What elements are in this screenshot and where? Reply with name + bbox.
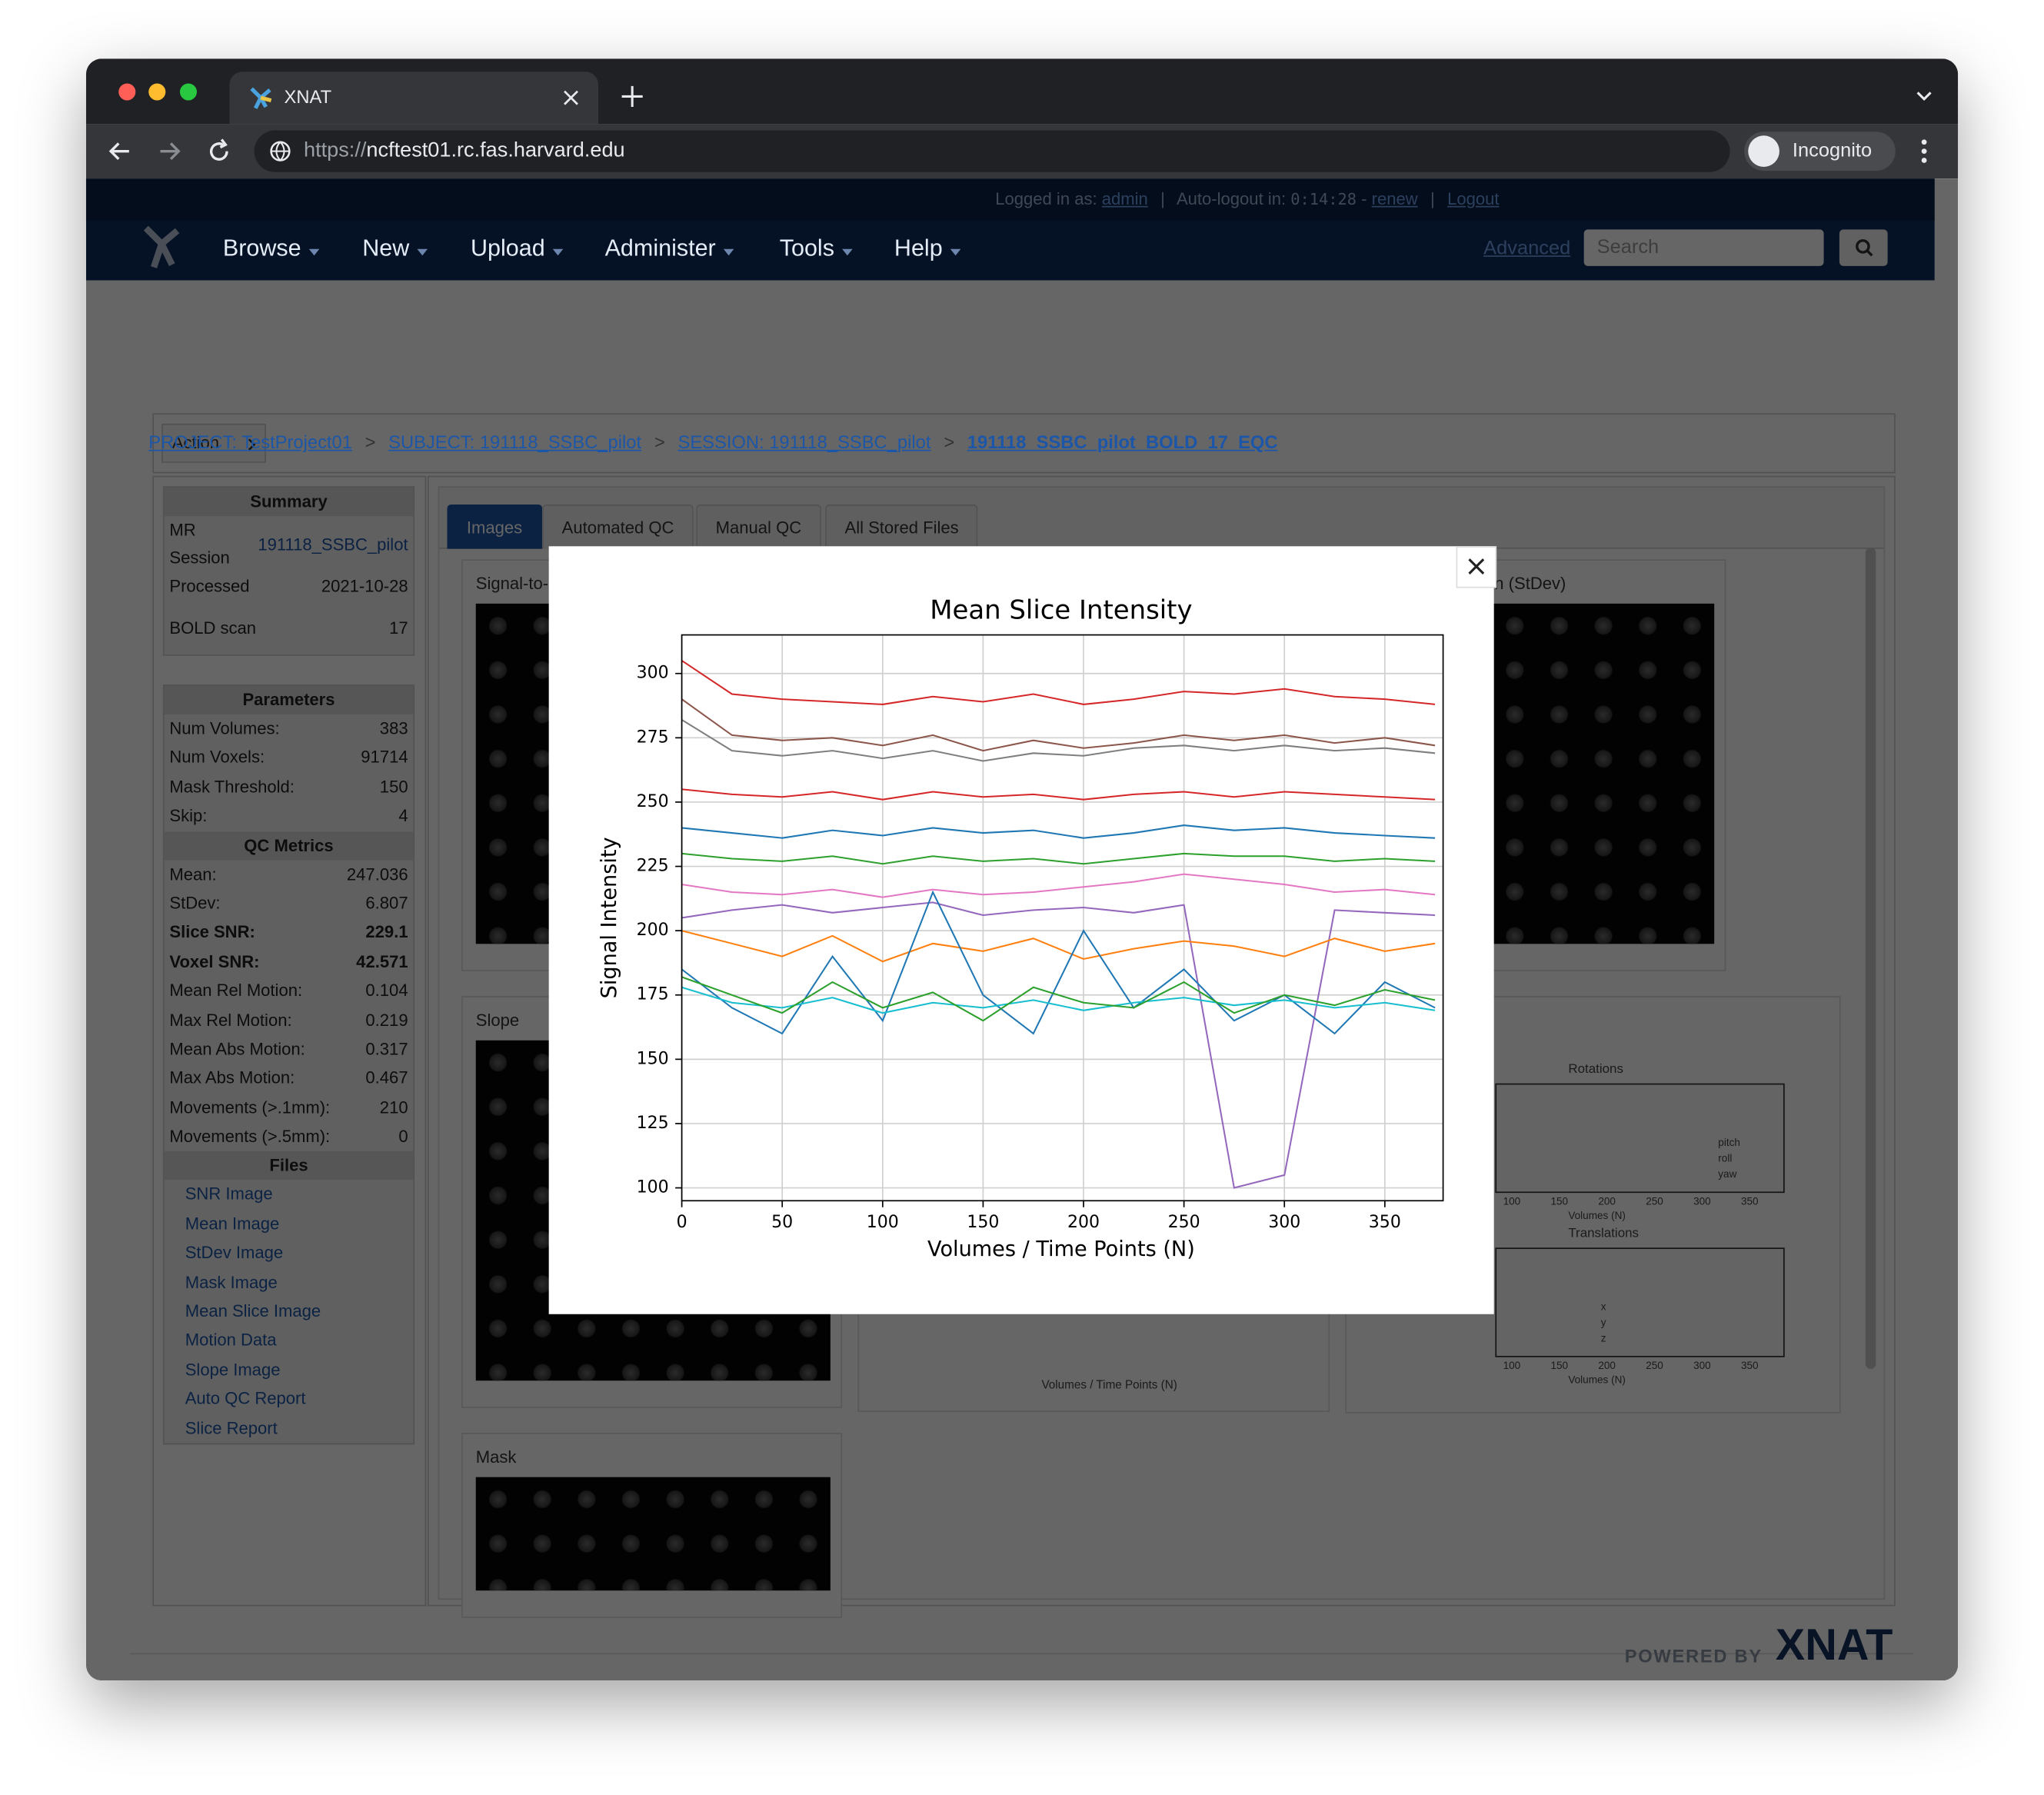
y-tick-label: 225	[637, 857, 669, 876]
active-tab[interactable]: XNAT	[229, 72, 599, 125]
modal-close[interactable]	[1456, 546, 1497, 588]
url-host: ncftest01.rc.fas.harvard.edu	[366, 139, 625, 162]
profile-label: Incognito	[1792, 139, 1873, 162]
y-tick-label: 150	[637, 1049, 669, 1068]
tab-title: XNAT	[284, 85, 332, 108]
favicon	[250, 87, 272, 109]
url: https://ncftest01.rc.fas.harvard.edu	[304, 139, 625, 163]
close-icon	[1468, 558, 1485, 574]
nav-caret	[417, 248, 428, 256]
series-line	[681, 890, 1436, 1035]
plot-frame	[681, 634, 1444, 1202]
breadcrumb-separator: >	[654, 431, 665, 453]
x-tick-label: 0	[677, 1213, 687, 1232]
breadcrumb-link[interactable]: PROJECT: TestProject01	[148, 431, 352, 453]
y-tick-label: 300	[637, 664, 669, 683]
tab-search[interactable]	[1915, 90, 1933, 103]
y-tick-label: 200	[637, 921, 669, 940]
reload-button[interactable]	[206, 138, 232, 165]
incognito-badge[interactable]: Incognito	[1744, 132, 1896, 172]
x-tick-label: 100	[867, 1213, 899, 1232]
series-line	[681, 976, 1436, 1022]
close-window[interactable]	[118, 83, 136, 101]
x-axis-label: Volumes / Time Points (N)	[927, 1237, 1195, 1261]
y-tick-label: 250	[637, 792, 669, 811]
nav-caret	[723, 248, 734, 256]
nav-caret	[552, 248, 564, 256]
y-tick-label: 275	[637, 728, 669, 747]
x-tick-label: 250	[1168, 1213, 1200, 1232]
series-line	[681, 719, 1436, 762]
series-line	[681, 986, 1436, 1014]
series-line	[681, 698, 1436, 752]
y-tick-label: 125	[637, 1114, 669, 1133]
incognito-icon	[1748, 135, 1779, 167]
browser-window: XNAT https://ncftest01.rc.fas.harvard.ed…	[85, 58, 1959, 1681]
x-tick-label: 350	[1369, 1213, 1401, 1232]
nav-caret	[950, 248, 961, 256]
nav-caret	[308, 248, 320, 256]
y-axis-label: Signal Intensity	[598, 837, 621, 998]
maximize-window[interactable]	[179, 83, 197, 101]
series-line	[681, 873, 1436, 898]
image-modal: Mean Slice Intensity Volumes / Time Poin…	[548, 546, 1497, 1314]
series-line	[681, 852, 1436, 865]
series-line	[681, 824, 1436, 839]
minimize-window[interactable]	[148, 83, 166, 101]
breadcrumb-link[interactable]: SUBJECT: 191118_SSBC_pilot	[388, 431, 642, 453]
url-scheme: https://	[303, 139, 367, 162]
x-tick-label: 300	[1268, 1213, 1300, 1232]
nav-item[interactable]: Help	[894, 235, 943, 261]
forward-button[interactable]	[156, 138, 182, 165]
nav-caret	[842, 248, 853, 256]
y-tick-label: 175	[637, 985, 669, 1004]
x-tick-label: 50	[771, 1213, 793, 1232]
new-tab[interactable]	[621, 85, 644, 108]
x-tick-label: 200	[1067, 1213, 1100, 1232]
nav-item[interactable]: Browse	[222, 235, 301, 261]
tab-close[interactable]	[563, 90, 578, 105]
breadcrumb-separator: >	[365, 431, 376, 453]
breadcrumb-link[interactable]: SESSION: 191118_SSBC_pilot	[677, 431, 931, 453]
nav-item[interactable]: New	[362, 235, 410, 261]
series-line	[681, 930, 1436, 963]
series-line	[681, 660, 1436, 705]
chart-title: Mean Slice Intensity	[930, 595, 1192, 625]
address-bar[interactable]: https://ncftest01.rc.fas.harvard.edu	[254, 130, 1730, 172]
breadcrumb-link[interactable]: 191118_SSBC_pilot_BOLD_17_EQC	[967, 431, 1278, 453]
back-button[interactable]	[107, 138, 133, 165]
series-line	[681, 901, 1436, 1189]
site-info[interactable]	[270, 141, 291, 162]
browser-menu[interactable]	[1916, 138, 1932, 165]
nav-item[interactable]: Administer	[604, 235, 716, 261]
y-tick-label: 100	[637, 1178, 669, 1197]
breadcrumb-separator: >	[944, 431, 955, 453]
x-tick-label: 150	[967, 1213, 999, 1232]
series-line	[681, 788, 1436, 801]
web-page: Logged in as: admin | Auto-logout in: 0:…	[85, 178, 1959, 1681]
nav-item[interactable]: Upload	[470, 235, 545, 261]
nav-item[interactable]: Tools	[779, 235, 834, 261]
chart: Mean Slice Intensity Volumes / Time Poin…	[598, 595, 1444, 1261]
